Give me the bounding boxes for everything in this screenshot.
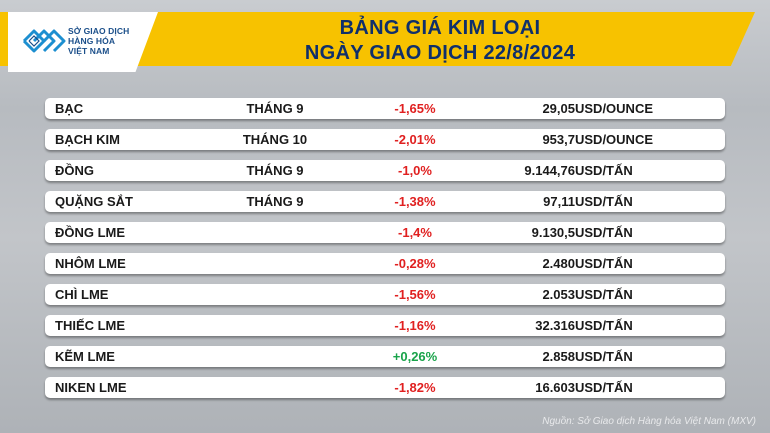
- commodity-name: ĐỒNG LME: [55, 225, 126, 240]
- price-unit: USD/OUNCE: [575, 101, 654, 116]
- price-value: 2.480: [542, 256, 575, 271]
- price-change: -1,82%: [394, 380, 436, 395]
- price-change: -0,28%: [394, 256, 436, 271]
- price-unit: USD/TẤN: [575, 256, 633, 271]
- price-unit: USD/TẤN: [575, 225, 633, 240]
- commodity-name: NIKEN LME: [55, 380, 127, 395]
- price-unit: USD/TẤN: [575, 318, 633, 333]
- price-unit: USD/TẤN: [575, 287, 633, 302]
- price-value: 9.144,76: [524, 163, 575, 178]
- commodity-name: THIẾC LME: [55, 318, 126, 333]
- page-title: BẢNG GIÁ KIM LOẠI: [339, 17, 541, 39]
- commodity-name: QUẶNG SẮT: [55, 194, 133, 209]
- price-value: 953,7: [542, 132, 575, 147]
- commodity-name: CHÌ LME: [55, 287, 109, 302]
- table-row: ĐỒNG LME -1,4% 9.130,5 USD/TẤN: [45, 222, 725, 243]
- price-value: 97,11: [543, 194, 575, 209]
- contract-month: THÁNG 10: [242, 132, 308, 147]
- price-unit: USD/OUNCE: [575, 132, 654, 147]
- logo-line-3: VIỆT NAM: [68, 46, 110, 56]
- price-value: 2.053: [542, 287, 575, 302]
- commodity-name: ĐỒNG: [55, 163, 94, 178]
- price-change: -1,0%: [398, 163, 432, 178]
- table-row: QUẶNG SẮT THÁNG 9 -1,38% 97,11 USD/TẤN: [45, 191, 725, 212]
- table-row: THIẾC LME -1,16% 32.316 USD/TẤN: [45, 315, 725, 336]
- price-unit: USD/TẤN: [575, 194, 633, 209]
- logo-text: SỞ GIAO DỊCH HÀNG HÓA VIỆT NAM: [68, 26, 129, 56]
- table-row: NIKEN LME -1,82% 16.603 USD/TẤN: [45, 377, 725, 398]
- contract-month: THÁNG 9: [246, 101, 304, 116]
- price-value: 16.603: [535, 380, 575, 395]
- price-table: BẠC THÁNG 9 -1,65% 29,05 USD/OUNCE BẠCH KIM TH…: [45, 98, 725, 408]
- commodity-name: NHÔM LME: [55, 256, 126, 271]
- price-value: 32.316: [535, 318, 575, 333]
- price-value: 2.858: [542, 349, 575, 364]
- price-change: -1,56%: [394, 287, 436, 302]
- logo-line-1: SỞ GIAO DỊCH: [68, 26, 130, 36]
- price-change: -1,38%: [394, 194, 436, 209]
- header-banner: SỞ GIAO DỊCH HÀNG HÓA VIỆT NAM BẢNG GIÁ …: [0, 0, 770, 80]
- table-row: BẠCH KIM THÁNG 10 -2,01% 953,7 USD/OUNCE: [45, 129, 725, 150]
- price-value: 9.130,5: [531, 225, 575, 240]
- source-note: Nguồn: Sở Giao dịch Hàng hóa Việt Nam (M…: [542, 416, 756, 427]
- price-change: -1,4%: [398, 225, 432, 240]
- table-row: ĐỒNG THÁNG 9 -1,0% 9.144,76 USD/TẤN: [45, 160, 725, 181]
- table-row: CHÌ LME -1,56% 2.053 USD/TẤN: [45, 284, 725, 305]
- table-row: NHÔM LME -0,28% 2.480 USD/TẤN: [45, 253, 725, 274]
- commodity-name: BẠCH KIM: [55, 132, 120, 147]
- mxv-logo-icon: [22, 29, 66, 53]
- logo-line-2: HÀNG HÓA: [68, 36, 116, 46]
- price-change: -2,01%: [394, 132, 436, 147]
- page-subtitle: NGÀY GIAO DỊCH 22/8/2024: [304, 42, 576, 64]
- contract-month: THÁNG 9: [246, 194, 304, 209]
- commodity-name: KẼM LME: [55, 349, 115, 364]
- price-change: -1,16%: [394, 318, 436, 333]
- table-row: KẼM LME +0,26% 2.858 USD/TẤN: [45, 346, 725, 367]
- contract-month: THÁNG 9: [246, 163, 304, 178]
- price-unit: USD/TẤN: [575, 163, 633, 178]
- price-value: 29,05: [542, 101, 575, 116]
- price-unit: USD/TẤN: [575, 380, 633, 395]
- commodity-name: BẠC: [55, 101, 84, 116]
- table-row: BẠC THÁNG 9 -1,65% 29,05 USD/OUNCE: [45, 98, 725, 119]
- logo: SỞ GIAO DỊCH HÀNG HÓA VIỆT NAM: [8, 12, 158, 72]
- price-change: +0,26%: [392, 349, 438, 364]
- price-unit: USD/TẤN: [575, 349, 633, 364]
- price-change: -1,65%: [394, 101, 436, 116]
